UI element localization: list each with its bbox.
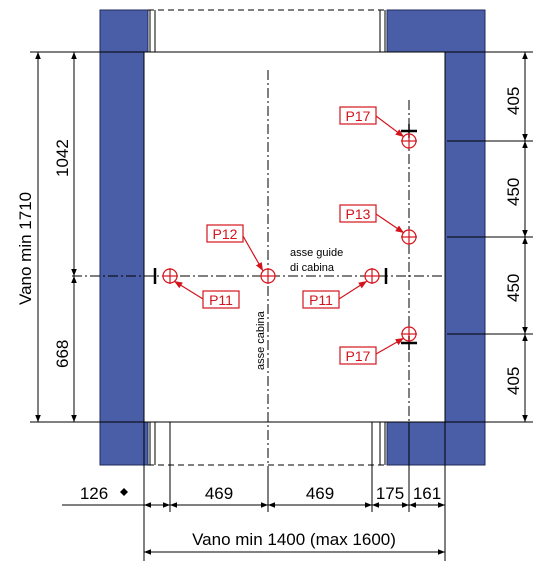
left-wall: [99, 9, 149, 466]
left-dimension-lines: [30, 51, 144, 423]
tag-p12-text: P12: [213, 226, 238, 242]
tag-p17-bottom: P17: [339, 337, 405, 365]
point-p11-right: [364, 268, 380, 284]
tag-p17-top: P17: [339, 106, 405, 138]
tag-p11-left-text: P11: [209, 292, 233, 308]
tag-p11-right: P11: [302, 280, 368, 309]
dim-r405-bottom: 405: [504, 367, 523, 395]
tag-p12: P12: [206, 224, 264, 272]
point-p11-left: [162, 268, 178, 284]
bottom-dimension-lines: [62, 422, 446, 561]
point-p13: [401, 229, 417, 245]
right-dimension-lines: [445, 51, 533, 423]
point-p17-bottom: [401, 326, 417, 342]
tag-p13: P13: [339, 204, 405, 234]
shaft-depth-label: Vano min 1710: [16, 192, 35, 305]
point-p17-top: [401, 133, 417, 149]
dim-r405-top: 405: [504, 87, 523, 115]
tag-p11-right-text: P11: [309, 292, 333, 308]
shaft-width-label: Vano min 1400 (max 1600): [192, 530, 396, 549]
dim-161: 161: [413, 484, 441, 503]
guide-axis-label-2: di cabina: [290, 262, 335, 274]
point-p12: [260, 268, 276, 284]
tag-p17-bottom-text: P17: [346, 348, 371, 364]
dim-r450-top: 450: [504, 178, 523, 206]
dim-right-half: 469: [306, 484, 334, 503]
dim-left-half: 469: [205, 484, 233, 503]
car-outline: [143, 9, 446, 466]
dim-left-clearance: 126: [80, 484, 108, 503]
guide-axis-label-1: asse guide: [290, 247, 343, 259]
tag-p17-top-text: P17: [346, 108, 371, 124]
dim-175: 175: [376, 484, 404, 503]
dim-front-depth: 1042: [53, 139, 72, 177]
diamond-marker-icon: [120, 488, 128, 496]
dim-rear-depth: 668: [53, 340, 72, 368]
car-axis-label: asse cabina: [255, 310, 267, 370]
dim-r450-bottom: 450: [504, 274, 523, 302]
tag-p13-text: P13: [346, 206, 371, 222]
tag-p11-left: P11: [173, 280, 240, 309]
